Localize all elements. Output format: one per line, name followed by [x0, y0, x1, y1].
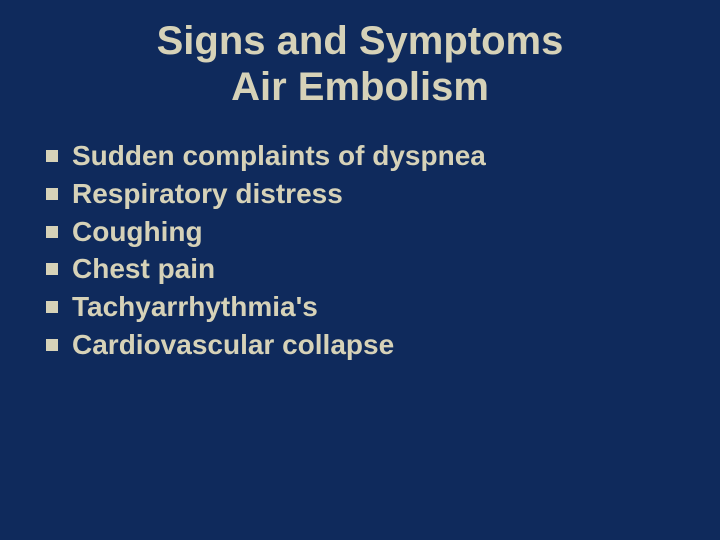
list-item: Cardiovascular collapse	[46, 327, 680, 363]
list-item: Tachyarrhythmia's	[46, 289, 680, 325]
slide: Signs and Symptoms Air Embolism Sudden c…	[0, 0, 720, 540]
square-bullet-icon	[46, 150, 58, 162]
slide-title: Signs and Symptoms Air Embolism	[40, 18, 680, 110]
square-bullet-icon	[46, 339, 58, 351]
list-item-text: Cardiovascular collapse	[72, 327, 680, 363]
title-line-2: Air Embolism	[40, 64, 680, 110]
square-bullet-icon	[46, 188, 58, 200]
bullet-list: Sudden complaints of dyspneaRespiratory …	[40, 138, 680, 363]
square-bullet-icon	[46, 301, 58, 313]
list-item: Respiratory distress	[46, 176, 680, 212]
list-item: Coughing	[46, 214, 680, 250]
list-item-text: Coughing	[72, 214, 680, 250]
list-item: Chest pain	[46, 251, 680, 287]
list-item-text: Respiratory distress	[72, 176, 680, 212]
list-item-text: Chest pain	[72, 251, 680, 287]
square-bullet-icon	[46, 263, 58, 275]
list-item-text: Tachyarrhythmia's	[72, 289, 680, 325]
list-item: Sudden complaints of dyspnea	[46, 138, 680, 174]
list-item-text: Sudden complaints of dyspnea	[72, 138, 680, 174]
title-line-1: Signs and Symptoms	[40, 18, 680, 64]
square-bullet-icon	[46, 226, 58, 238]
